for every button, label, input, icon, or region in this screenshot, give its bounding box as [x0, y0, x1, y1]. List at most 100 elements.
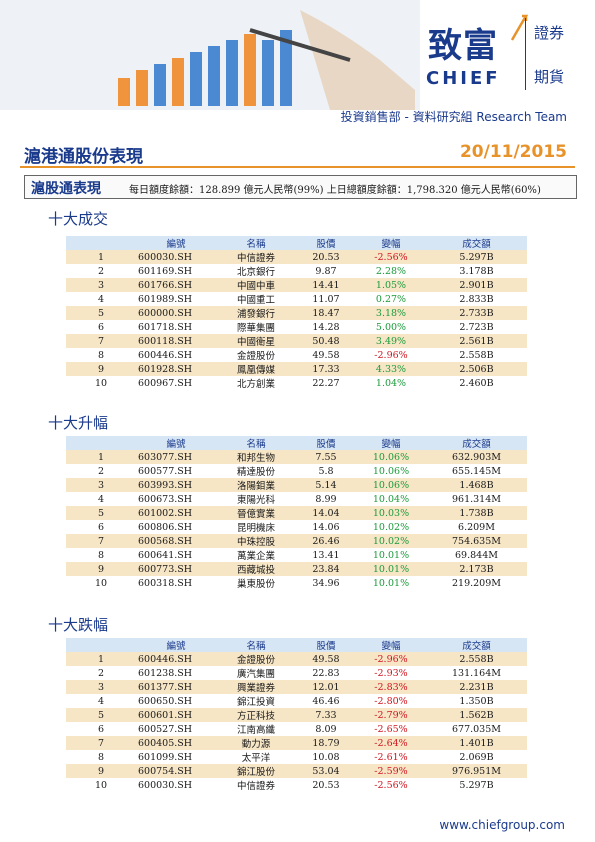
- table-row: 4 601989.SH 中國重工 11.07 0.27% 2.833B: [66, 292, 527, 306]
- column-header: [66, 638, 136, 652]
- name-cell: 江南高纖: [216, 722, 296, 736]
- logo-futures: 期貨: [534, 68, 565, 86]
- chief-logo: 致富 CHIEF 證券 期貨: [420, 12, 590, 102]
- change-cell: 2.28%: [356, 264, 426, 278]
- code-cell: 600577.SH: [136, 464, 216, 478]
- price-cell: 49.58: [296, 652, 356, 666]
- code-cell: 601766.SH: [136, 278, 216, 292]
- turnover-cell: 3.178B: [426, 264, 527, 278]
- quota-text: 每日額度餘額：128.899 億元人民幣(99%) 上日總額度餘額：1,798.…: [129, 185, 541, 196]
- name-cell: 精達股份: [216, 464, 296, 478]
- rank-cell: 8: [66, 548, 136, 562]
- report-date: 20/11/2015: [459, 142, 567, 162]
- price-cell: 7.55: [296, 450, 356, 464]
- column-header: 編號: [136, 436, 216, 450]
- name-cell: 浦發銀行: [216, 306, 296, 320]
- rank-cell: 8: [66, 750, 136, 764]
- name-cell: 金證股份: [216, 652, 296, 666]
- turnover-cell: 655.145M: [426, 464, 527, 478]
- table-row: 9 601928.SH 鳳凰傳媒 17.33 4.33% 2.506B: [66, 362, 527, 376]
- quota-box: 滬股通表現 每日額度餘額：128.899 億元人民幣(99%) 上日總額度餘額：…: [24, 175, 577, 199]
- name-cell: 北京銀行: [216, 264, 296, 278]
- turnover-cell: 754.635M: [426, 534, 527, 548]
- website-footer[interactable]: www.chiefgroup.com: [439, 818, 565, 832]
- change-cell: 10.01%: [356, 562, 426, 576]
- price-cell: 14.28: [296, 320, 356, 334]
- name-cell: 北方創業: [216, 376, 296, 390]
- name-cell: 太平洋: [216, 750, 296, 764]
- name-cell: 中信證券: [216, 778, 296, 792]
- change-cell: -2.65%: [356, 722, 426, 736]
- rank-cell: 1: [66, 652, 136, 666]
- price-cell: 5.14: [296, 478, 356, 492]
- name-cell: 中信證券: [216, 250, 296, 264]
- price-cell: 14.06: [296, 520, 356, 534]
- change-cell: 10.06%: [356, 450, 426, 464]
- change-cell: -2.96%: [356, 652, 426, 666]
- column-header: 名稱: [216, 638, 296, 652]
- turnover-cell: 2.833B: [426, 292, 527, 306]
- name-cell: 洛陽鉬業: [216, 478, 296, 492]
- table-row: 5 601002.SH 晉億實業 14.04 10.03% 1.738B: [66, 506, 527, 520]
- code-cell: 600030.SH: [136, 778, 216, 792]
- rank-cell: 9: [66, 562, 136, 576]
- change-cell: -2.61%: [356, 750, 426, 764]
- table-row: 3 601766.SH 中國中車 14.41 1.05% 2.901B: [66, 278, 527, 292]
- rank-cell: 2: [66, 464, 136, 478]
- code-cell: 601169.SH: [136, 264, 216, 278]
- code-cell: 601989.SH: [136, 292, 216, 306]
- rank-cell: 3: [66, 478, 136, 492]
- price-cell: 22.83: [296, 666, 356, 680]
- change-cell: -2.83%: [356, 680, 426, 694]
- table-row: 5 600000.SH 浦發銀行 18.47 3.18% 2.733B: [66, 306, 527, 320]
- code-cell: 600118.SH: [136, 334, 216, 348]
- price-cell: 18.47: [296, 306, 356, 320]
- report-header: 致富 CHIEF 證券 期貨 投資銷售部 - 資料研究組 Research Te…: [0, 0, 595, 138]
- table-row: 1 600446.SH 金證股份 49.58 -2.96% 2.558B: [66, 652, 527, 666]
- price-cell: 8.09: [296, 722, 356, 736]
- code-cell: 600405.SH: [136, 736, 216, 750]
- turnover-cell: 2.901B: [426, 278, 527, 292]
- rank-cell: 1: [66, 450, 136, 464]
- table-row: 2 601169.SH 北京銀行 9.87 2.28% 3.178B: [66, 264, 527, 278]
- table-row: 8 600446.SH 金證股份 49.58 -2.96% 2.558B: [66, 348, 527, 362]
- price-cell: 9.87: [296, 264, 356, 278]
- table-row: 3 603993.SH 洛陽鉬業 5.14 10.06% 1.468B: [66, 478, 527, 492]
- code-cell: 600806.SH: [136, 520, 216, 534]
- department-label: 投資銷售部 - 資料研究組 Research Team: [340, 110, 567, 124]
- name-cell: 中珠控股: [216, 534, 296, 548]
- table-row: 9 600773.SH 西藏城投 23.84 10.01% 2.173B: [66, 562, 527, 576]
- change-cell: -2.96%: [356, 348, 426, 362]
- header-illustration: [0, 0, 420, 110]
- code-cell: 600030.SH: [136, 250, 216, 264]
- code-cell: 600967.SH: [136, 376, 216, 390]
- table-row: 5 600601.SH 方正科技 7.33 -2.79% 1.562B: [66, 708, 527, 722]
- section-title-top-gainers: 十大升幅: [48, 414, 109, 432]
- logo-english: CHIEF: [426, 68, 501, 89]
- table-row: 7 600118.SH 中國衛星 50.48 3.49% 2.561B: [66, 334, 527, 348]
- table-header-row: 編號 名稱 股價 變幅 成交額: [66, 638, 527, 652]
- turnover-cell: 1.468B: [426, 478, 527, 492]
- turnover-cell: 2.231B: [426, 680, 527, 694]
- rank-cell: 7: [66, 534, 136, 548]
- code-cell: 603993.SH: [136, 478, 216, 492]
- turnover-cell: 2.506B: [426, 362, 527, 376]
- price-cell: 12.01: [296, 680, 356, 694]
- code-cell: 600754.SH: [136, 764, 216, 778]
- turnover-cell: 961.314M: [426, 492, 527, 506]
- change-cell: -2.80%: [356, 694, 426, 708]
- turnover-cell: 131.164M: [426, 666, 527, 680]
- price-cell: 23.84: [296, 562, 356, 576]
- change-cell: 10.06%: [356, 478, 426, 492]
- name-cell: 昆明機床: [216, 520, 296, 534]
- rank-cell: 6: [66, 320, 136, 334]
- table-row: 7 600405.SH 動力源 18.79 -2.64% 1.401B: [66, 736, 527, 750]
- column-header: 成交額: [426, 436, 527, 450]
- turnover-cell: 2.173B: [426, 562, 527, 576]
- turnover-cell: 219.209M: [426, 576, 527, 590]
- rank-cell: 9: [66, 362, 136, 376]
- column-header: 變幅: [356, 638, 426, 652]
- change-cell: -2.93%: [356, 666, 426, 680]
- change-cell: 1.05%: [356, 278, 426, 292]
- price-cell: 46.46: [296, 694, 356, 708]
